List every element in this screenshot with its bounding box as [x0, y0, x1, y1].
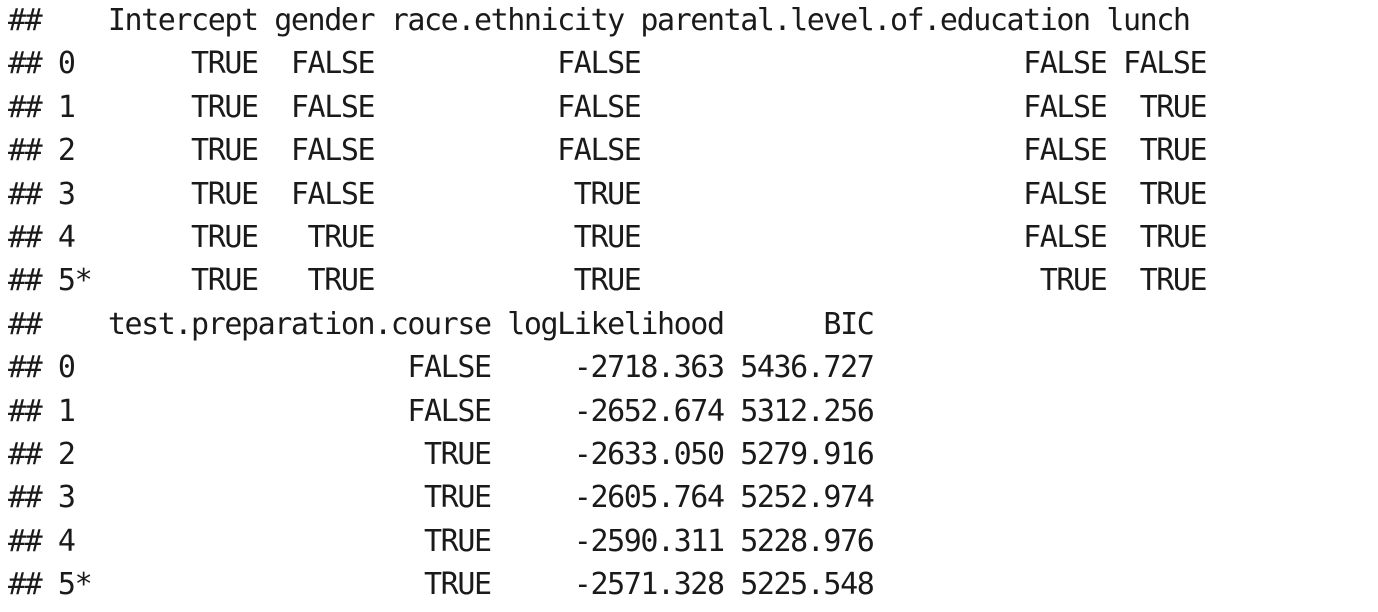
table1-row-5: ## 5* TRUE TRUE TRUE TRUE TRUE [8, 263, 1208, 299]
table1-row-4: ## 4 TRUE TRUE TRUE FALSE TRUE [8, 219, 1208, 255]
table1-row-2: ## 2 TRUE FALSE FALSE FALSE TRUE [8, 133, 1208, 169]
table2-row-1: ## 1 FALSE -2652.674 5312.256 [8, 393, 875, 429]
table2-row-0: ## 0 FALSE -2718.363 5436.727 [8, 350, 875, 386]
model-selection-table: ## Intercept gender race.ethnicity paren… [8, 0, 1208, 606]
table1-row-3: ## 3 TRUE FALSE TRUE FALSE TRUE [8, 176, 1208, 212]
table1-row-0: ## 0 TRUE FALSE FALSE FALSE FALSE [8, 46, 1208, 82]
table2-row-4: ## 4 TRUE -2590.311 5228.976 [8, 523, 875, 559]
table2-row-2: ## 2 TRUE -2633.050 5279.916 [8, 436, 875, 472]
table1-row-1: ## 1 TRUE FALSE FALSE FALSE TRUE [8, 89, 1208, 125]
table1-header-row: ## Intercept gender race.ethnicity paren… [8, 3, 1191, 38]
table2-row-5: ## 5* TRUE -2571.328 5225.548 [8, 567, 875, 603]
table2-row-3: ## 3 TRUE -2605.764 5252.974 [8, 480, 875, 516]
table2-header-row: ## test.preparation.course logLikelihood… [8, 306, 875, 342]
